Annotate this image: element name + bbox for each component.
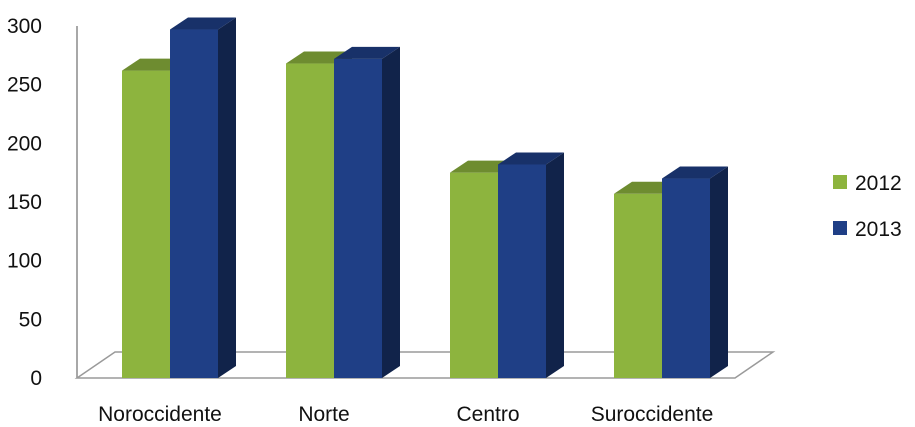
bar-side [710, 166, 728, 378]
bar-noroccidente-2012 [122, 58, 188, 378]
bar-centro-2013 [498, 152, 564, 378]
bar-side [218, 17, 236, 379]
bar-front [170, 29, 218, 379]
y-tick-label: 50 [19, 308, 42, 331]
bar-front [286, 63, 334, 379]
bar-top [498, 152, 564, 165]
y-axis: 0 50 100 150 200 250 300 [7, 15, 78, 390]
legend-swatch [833, 221, 847, 235]
y-tick-label: 300 [7, 15, 42, 38]
legend-label: 2012 [855, 172, 902, 195]
bar-top [170, 17, 236, 30]
legend-label: 2013 [855, 218, 902, 241]
x-tick-label: Norte [298, 403, 349, 426]
bar-front [334, 58, 382, 378]
x-tick-label: Suroccidente [591, 403, 714, 426]
bar-front [122, 70, 170, 378]
bar-suroccidente-2013 [662, 166, 728, 378]
legend-swatch [833, 175, 847, 189]
bars-group [122, 17, 728, 379]
y-tick-label: 100 [7, 250, 42, 273]
bar-noroccidente-2013 [170, 17, 236, 379]
bar-top [662, 166, 728, 179]
bar-side [546, 152, 564, 378]
x-tick-label: Noroccidente [98, 403, 222, 426]
bar-side [382, 46, 400, 378]
y-tick-label: 0 [30, 367, 42, 390]
legend-item-2012: 2012 [833, 172, 902, 195]
bar-front [614, 193, 662, 378]
legend: 2012 2013 [833, 172, 902, 241]
bar-top [334, 46, 400, 59]
y-tick-label: 150 [7, 191, 42, 214]
x-tick-label: Centro [456, 403, 519, 426]
y-tick-label: 200 [7, 132, 42, 155]
bar-norte-2013 [334, 46, 400, 378]
x-axis-labels: Noroccidente Norte Centro Suroccidente [98, 403, 713, 426]
bar-front [498, 164, 546, 378]
y-tick-label: 250 [7, 74, 42, 97]
bar-front [450, 172, 498, 378]
bar-front [662, 178, 710, 378]
legend-item-2013: 2013 [833, 218, 902, 241]
